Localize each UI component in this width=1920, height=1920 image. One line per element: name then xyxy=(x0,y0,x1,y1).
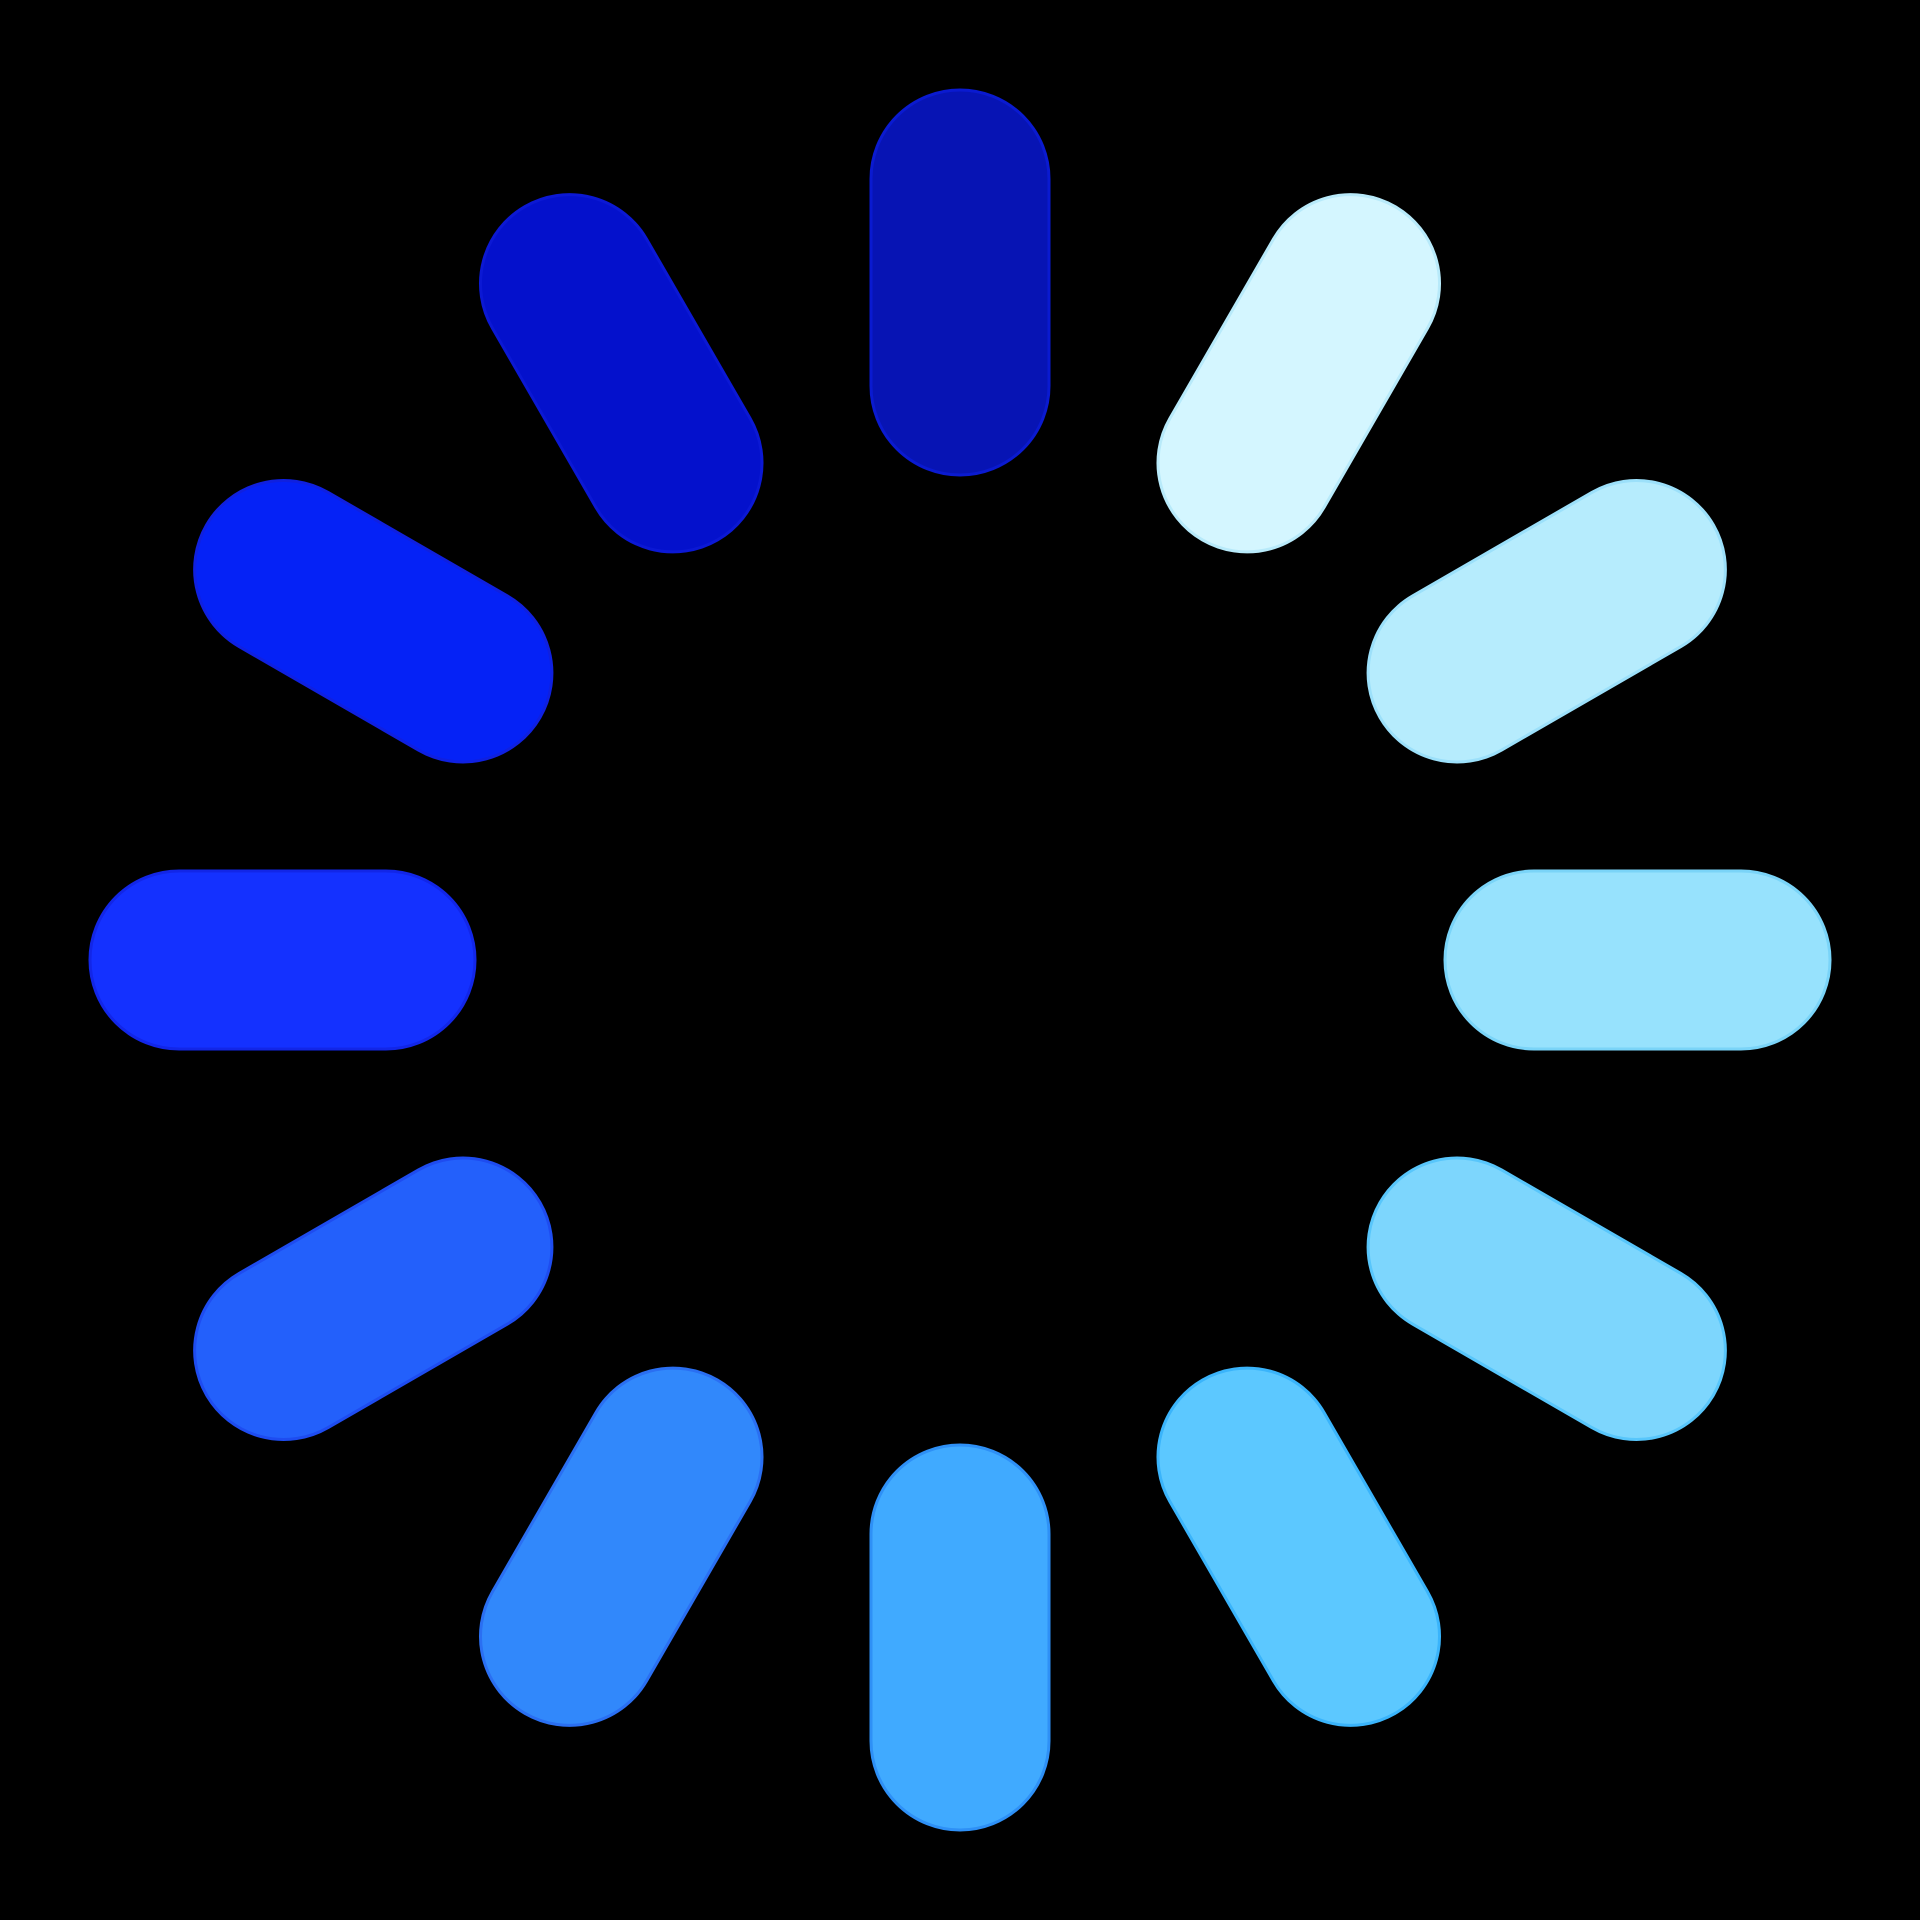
spinner-spoke xyxy=(193,1156,554,1441)
spinner-spoke xyxy=(479,1366,764,1727)
spinner-spoke xyxy=(479,193,764,554)
spinner-spoke xyxy=(869,88,1051,477)
spinner-spoke xyxy=(1366,1156,1727,1441)
spinner-spoke xyxy=(1366,479,1727,764)
spinner-spoke xyxy=(1156,1366,1441,1727)
spinner-spoke xyxy=(869,1443,1051,1832)
spinner-spoke xyxy=(193,479,554,764)
spinner-spoke xyxy=(88,869,477,1051)
spinner-spoke xyxy=(1443,869,1832,1051)
spinner-spoke xyxy=(1156,193,1441,554)
